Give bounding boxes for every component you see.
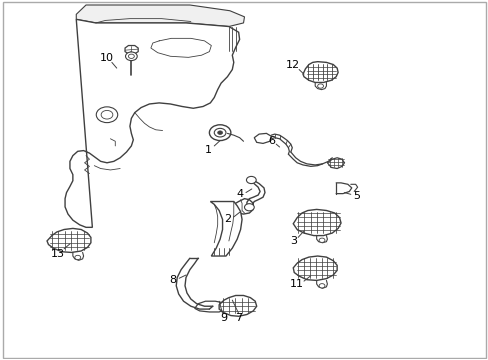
Circle shape — [125, 52, 137, 60]
Polygon shape — [303, 62, 337, 82]
Text: 8: 8 — [168, 275, 176, 285]
Text: 5: 5 — [352, 191, 360, 201]
Circle shape — [209, 125, 230, 140]
Polygon shape — [65, 19, 239, 227]
Text: 10: 10 — [100, 53, 114, 63]
Polygon shape — [233, 199, 253, 214]
Text: 4: 4 — [236, 189, 243, 199]
Polygon shape — [293, 210, 340, 235]
Circle shape — [319, 238, 325, 242]
Text: 6: 6 — [267, 136, 274, 145]
Text: 11: 11 — [289, 279, 304, 289]
Text: 1: 1 — [204, 144, 211, 154]
Circle shape — [214, 129, 225, 137]
Text: 3: 3 — [289, 236, 296, 246]
Polygon shape — [194, 301, 225, 312]
Circle shape — [101, 111, 113, 119]
Text: 9: 9 — [220, 313, 227, 323]
Polygon shape — [293, 256, 336, 280]
Polygon shape — [327, 158, 344, 168]
Circle shape — [217, 131, 222, 134]
Polygon shape — [47, 228, 91, 252]
Polygon shape — [210, 202, 242, 256]
Text: 12: 12 — [285, 60, 300, 70]
Polygon shape — [211, 127, 227, 139]
Polygon shape — [219, 296, 256, 316]
Polygon shape — [76, 5, 244, 27]
Circle shape — [317, 84, 323, 88]
Text: 7: 7 — [235, 313, 242, 323]
Text: 13: 13 — [51, 248, 65, 258]
Text: 2: 2 — [224, 215, 230, 224]
Circle shape — [246, 176, 256, 184]
Circle shape — [319, 284, 325, 288]
Circle shape — [96, 107, 118, 123]
Circle shape — [244, 204, 254, 211]
Circle shape — [75, 255, 81, 260]
Circle shape — [128, 54, 134, 58]
Polygon shape — [125, 45, 138, 54]
Polygon shape — [254, 134, 271, 143]
